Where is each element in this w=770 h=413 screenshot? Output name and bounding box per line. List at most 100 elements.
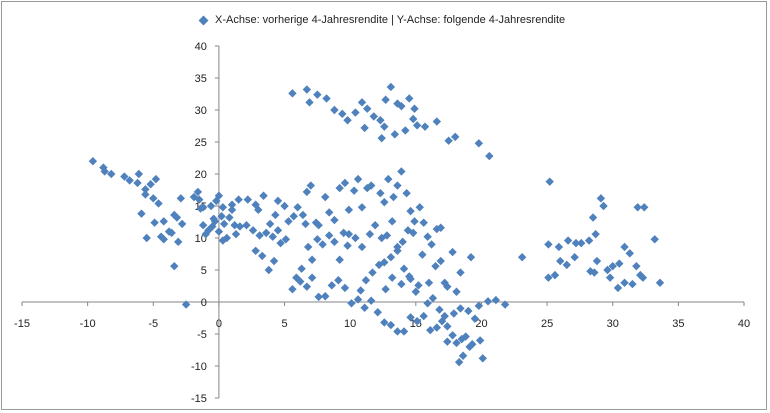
data-point: [258, 251, 267, 261]
data-point: [382, 231, 392, 240]
data-point: [584, 236, 594, 245]
data-point: [474, 139, 484, 148]
data-point: [288, 89, 297, 98]
data-point: [150, 218, 159, 227]
data-point: [198, 221, 208, 230]
data-point: [399, 327, 409, 336]
data-point: [418, 250, 427, 259]
data-point: [470, 314, 480, 323]
data-point: [577, 238, 586, 248]
data-point: [330, 237, 339, 247]
data-point: [172, 213, 182, 222]
data-point: [444, 136, 453, 145]
data-point: [141, 190, 150, 199]
data-point: [625, 249, 634, 258]
data-point: [608, 261, 617, 271]
data-point: [591, 229, 600, 239]
data-point: [198, 203, 208, 212]
data-point: [410, 217, 419, 226]
data-point: [397, 279, 406, 289]
data-point: [353, 174, 363, 184]
data-point: [412, 121, 422, 130]
data-point: [410, 104, 419, 113]
data-point: [419, 218, 428, 227]
data-point: [655, 278, 665, 287]
y-tick-label: 20: [195, 169, 207, 181]
data-point: [330, 105, 339, 115]
data-point: [305, 98, 314, 107]
data-point: [440, 278, 449, 287]
data-point: [443, 322, 452, 331]
data-point: [384, 174, 393, 184]
data-point: [296, 277, 305, 286]
data-point: [125, 176, 134, 185]
data-point: [234, 195, 243, 204]
data-point: [415, 203, 424, 212]
data-point: [386, 82, 396, 92]
data-point: [357, 203, 367, 212]
data-point: [302, 85, 312, 94]
x-tick-label: 10: [344, 318, 356, 330]
data-point: [443, 337, 452, 346]
data-point: [195, 195, 204, 204]
data-point: [265, 219, 275, 229]
data-point: [389, 192, 398, 202]
data-point: [176, 194, 186, 203]
data-point: [599, 201, 608, 211]
data-point: [426, 325, 435, 335]
data-point: [302, 187, 312, 197]
data-point: [149, 194, 158, 203]
legend: X-Achse: vorherige 4-Jahresrendite | Y-A…: [198, 12, 565, 28]
data-point: [366, 181, 376, 190]
data-point: [398, 237, 407, 247]
data-point: [485, 151, 494, 161]
data-point: [335, 255, 344, 264]
data-point: [393, 246, 402, 255]
data-point: [227, 200, 237, 209]
data-point: [151, 174, 161, 184]
data-point: [638, 273, 648, 282]
data-point: [432, 323, 442, 332]
data-point: [100, 167, 109, 176]
data-point: [435, 305, 444, 314]
data-point: [243, 195, 252, 204]
data-point: [338, 109, 347, 119]
data-point: [284, 217, 293, 226]
data-point: [436, 223, 445, 232]
data-point: [289, 212, 298, 221]
data-point: [381, 95, 390, 104]
data-point: [88, 157, 98, 166]
x-tick-label: 30: [607, 318, 619, 330]
data-point: [334, 276, 343, 285]
data-point: [357, 98, 367, 107]
data-point: [353, 295, 363, 304]
data-point: [340, 178, 350, 188]
data-point: [419, 311, 428, 321]
data-point: [588, 213, 598, 222]
x-tick-label: 25: [541, 318, 553, 330]
data-point: [408, 228, 418, 238]
data-point: [363, 104, 372, 113]
data-point: [327, 281, 337, 290]
data-point: [451, 132, 460, 142]
data-point: [107, 169, 116, 179]
data-point: [393, 181, 402, 190]
data-point: [554, 242, 564, 252]
data-point: [133, 178, 142, 188]
data-point: [373, 308, 382, 317]
data-point: [563, 236, 573, 245]
data-point: [330, 215, 339, 225]
data-point: [227, 205, 237, 215]
data-point: [402, 189, 411, 198]
data-point: [343, 241, 352, 250]
y-tick-label: 5: [201, 265, 207, 277]
data-point: [376, 189, 385, 198]
data-point: [380, 122, 389, 131]
data-point: [360, 303, 369, 312]
data-point: [650, 235, 659, 244]
data-point: [423, 232, 432, 241]
data-point: [344, 205, 354, 215]
data-point: [361, 276, 371, 285]
data-point: [280, 201, 289, 211]
